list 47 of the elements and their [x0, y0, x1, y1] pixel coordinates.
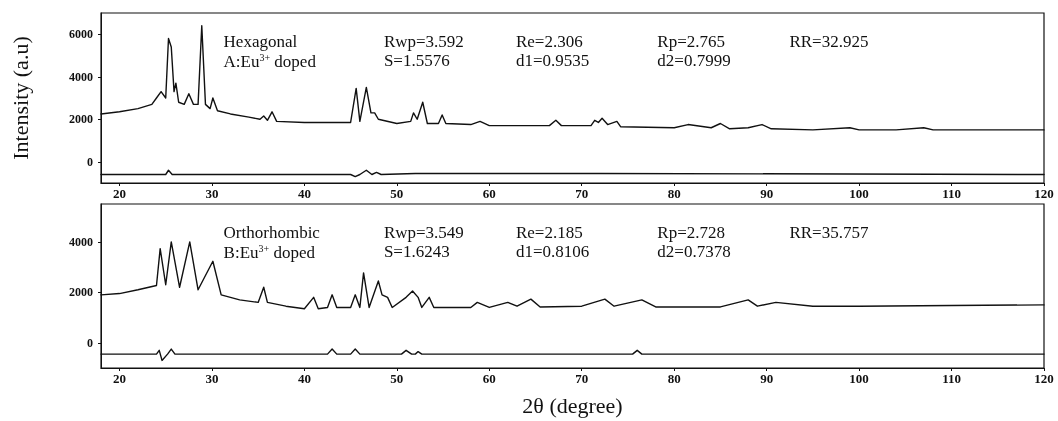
annotation: Re=2.185	[515, 223, 583, 242]
annotation: S=1.5576	[383, 51, 450, 70]
y-tick-label: 6000	[69, 27, 93, 42]
x-tick-label: 60	[482, 371, 496, 386]
annotation: Rp=2.728	[657, 223, 726, 242]
x-tick-label: 20	[112, 186, 126, 201]
x-tick-label: 60	[482, 186, 496, 201]
annotation: d1=0.9535	[515, 51, 590, 70]
x-tick-label: 20	[112, 371, 126, 386]
annotation: S=1.6243	[383, 242, 450, 261]
x-tick-label: 110	[942, 371, 961, 386]
x-tick-label: 80	[667, 186, 681, 201]
annotation: Re=2.306	[515, 32, 583, 51]
annotation: RR=35.757	[789, 223, 869, 242]
x-tick-label: 30	[205, 371, 219, 386]
x-tick-label: 100	[849, 371, 869, 386]
y-tick-label: 2000	[69, 112, 93, 127]
y-tick-label: 4000	[69, 69, 93, 84]
x-tick-label: 30	[205, 186, 219, 201]
x-tick-label: 50	[390, 371, 404, 386]
x-tick-label: 70	[575, 186, 589, 201]
y-tick-label: 0	[87, 154, 93, 169]
annotation: Rwp=3.549	[383, 223, 464, 242]
x-tick-label: 100	[849, 186, 869, 201]
y-tick-label: 4000	[69, 234, 93, 249]
x-tick-label: 70	[575, 371, 589, 386]
annotation: Rp=2.765	[657, 32, 726, 51]
x-tick-label: 110	[942, 186, 961, 201]
x-tick-label: 120	[1034, 186, 1054, 201]
annotation: Hexagonal	[223, 32, 298, 51]
annotation: d2=0.7378	[657, 242, 731, 261]
x-tick-label: 40	[297, 371, 311, 386]
annotation: d1=0.8106	[515, 242, 590, 261]
annotation: Orthorhombic	[223, 223, 321, 242]
x-tick-label: 80	[667, 371, 681, 386]
x-axis-title: 2θ (degree)	[522, 392, 623, 418]
annotation: d2=0.7999	[657, 51, 731, 70]
x-tick-label: 120	[1034, 371, 1054, 386]
y-tick-label: 0	[87, 335, 93, 350]
x-tick-label: 90	[760, 186, 774, 201]
annotation: Rwp=3.592	[383, 32, 464, 51]
annotation: RR=32.925	[789, 32, 869, 51]
x-tick-label: 50	[390, 186, 404, 201]
x-tick-label: 90	[760, 371, 774, 386]
x-tick-label: 40	[297, 186, 311, 201]
y-tick-label: 2000	[69, 285, 93, 300]
y-axis-title: Intensity (a.u)	[7, 36, 33, 160]
